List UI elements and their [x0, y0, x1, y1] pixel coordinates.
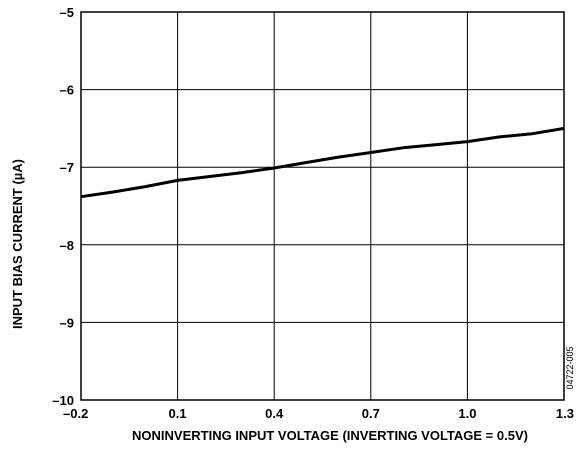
- y-tick-label: –10: [52, 393, 74, 408]
- x-tick-label: 1.3: [556, 406, 574, 421]
- series-line: [80, 126, 565, 199]
- figure-id: 04722-005: [565, 346, 575, 389]
- x-tick-label: 0.7: [362, 406, 380, 421]
- plot-border: [80, 11, 565, 401]
- x-axis-title: NONINVERTING INPUT VOLTAGE (INVERTING VO…: [132, 428, 528, 443]
- y-tick-label: –8: [60, 238, 74, 253]
- x-tick-label: 0.4: [265, 406, 284, 421]
- y-tick-label: –6: [60, 83, 74, 98]
- grid-lines: [81, 12, 564, 400]
- y-tick-label: –7: [60, 160, 74, 175]
- data-series: [80, 126, 565, 199]
- x-tick-labels: –0.2 0.1 0.4 0.7 1.0 1.3: [63, 406, 574, 421]
- plot-frame: [80, 11, 565, 401]
- y-tick-labels: –10 –9 –8 –7 –6 –5: [52, 5, 74, 408]
- x-tick-label: 0.1: [169, 406, 187, 421]
- y-tick-label: –9: [60, 315, 74, 330]
- x-tick-label: –0.2: [63, 406, 88, 421]
- y-axis-title: INPUT BIAS CURRENT (µA): [10, 159, 25, 329]
- x-tick-label: 1.0: [458, 406, 476, 421]
- y-tick-label: –5: [60, 5, 74, 20]
